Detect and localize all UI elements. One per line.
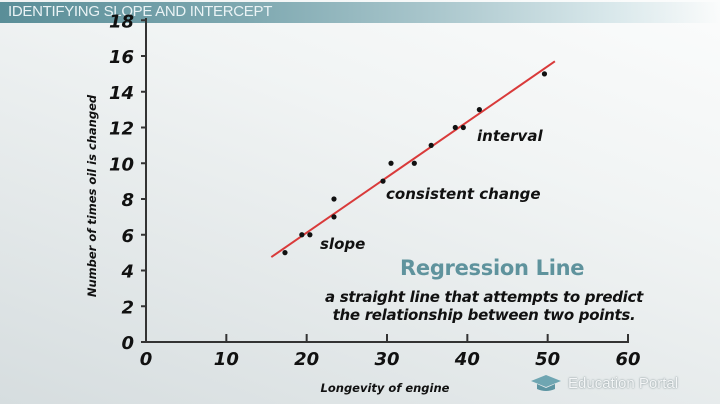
data-point: [282, 250, 288, 256]
x-tick-label: 50: [535, 349, 560, 370]
y-ticks: 0 2 4 6 8 10 12 14 16 18: [109, 11, 146, 354]
data-point: [452, 124, 458, 131]
y-axis-title: Number of times oil is changed: [85, 94, 99, 297]
interval-annotation: interval: [477, 127, 543, 145]
x-tick-label: 20: [294, 349, 319, 370]
x-tick-label: 60: [615, 349, 640, 370]
data-points: [282, 71, 548, 256]
brand-name: Education Portal: [568, 374, 679, 392]
x-axis-title: Longevity of engine: [321, 381, 450, 395]
y-tick-label: 2: [121, 297, 134, 318]
consistent-change-annotation: consistent change: [386, 185, 541, 203]
data-point: [541, 71, 548, 77]
definition-line-2: the relationship between two points.: [332, 306, 636, 324]
y-tick-label: 0: [121, 333, 134, 354]
data-point: [460, 124, 466, 131]
regression-line-title: Regression Line: [400, 256, 585, 280]
y-tick-label: 18: [109, 11, 134, 32]
data-point: [388, 160, 394, 166]
data-point: [307, 232, 313, 238]
regression-line: [270, 60, 556, 258]
y-tick-label: 6: [121, 226, 134, 247]
y-tick-label: 16: [109, 47, 134, 68]
x-tick-label: 40: [454, 349, 480, 370]
x-tick-label: 0: [140, 349, 153, 370]
data-point: [476, 107, 482, 113]
y-tick-label: 4: [120, 262, 134, 283]
data-point: [299, 232, 305, 238]
data-point: [331, 196, 337, 202]
x-tick-label: 30: [374, 349, 399, 370]
data-point: [428, 142, 434, 148]
regression-line-definition: a straight line that attempts to predict…: [314, 288, 654, 324]
graduation-cap-icon: [531, 375, 561, 391]
definition-line-1: a straight line that attempts to predict: [325, 288, 643, 306]
y-tick-label: 10: [109, 154, 134, 175]
y-tick-label: 12: [109, 119, 134, 140]
data-point: [411, 160, 417, 166]
slope-annotation: slope: [320, 235, 365, 253]
x-tick-label: 10: [214, 349, 239, 370]
data-point: [380, 178, 386, 184]
y-tick-label: 14: [109, 83, 134, 104]
header-bar: IDENTIFYING SLOPE AND INTERCEPT: [0, 2, 720, 23]
x-ticks: 0 10 20 30 40 50 60: [140, 334, 641, 370]
data-point: [331, 214, 337, 220]
education-portal-logo: Education Portal: [530, 372, 678, 394]
page-title: IDENTIFYING SLOPE AND INTERCEPT: [8, 3, 273, 20]
y-tick-label: 8: [121, 190, 134, 211]
